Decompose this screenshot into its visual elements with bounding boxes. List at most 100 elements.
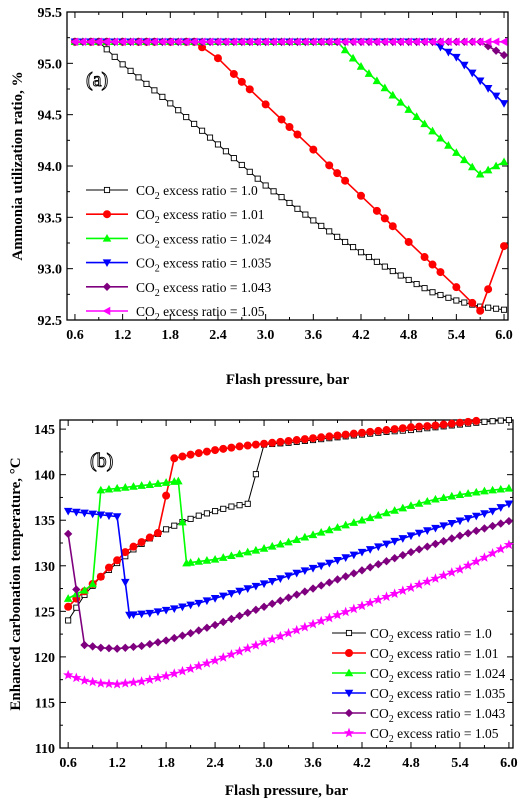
x-tick-label: 3.6 bbox=[304, 756, 322, 771]
series-point bbox=[137, 610, 146, 619]
series-point bbox=[475, 37, 484, 47]
series-point bbox=[495, 543, 506, 554]
series-point bbox=[302, 211, 309, 218]
legend-label: CO2 excess ratio = 1.05 bbox=[136, 304, 265, 323]
y-tick-label: 95.0 bbox=[38, 57, 63, 72]
series-point bbox=[340, 45, 350, 54]
series-point bbox=[145, 639, 154, 649]
series-point bbox=[341, 176, 350, 185]
series-point bbox=[451, 37, 460, 47]
series-point bbox=[243, 441, 252, 450]
series-point bbox=[63, 529, 73, 539]
series-point bbox=[72, 508, 81, 517]
series-6 bbox=[70, 37, 508, 47]
series-point bbox=[202, 597, 212, 606]
series-point bbox=[80, 585, 89, 594]
series-point bbox=[430, 573, 441, 583]
series-point bbox=[309, 145, 318, 154]
series-point bbox=[420, 253, 429, 262]
legend-subscript: 2 bbox=[155, 312, 160, 323]
series-point bbox=[356, 61, 366, 70]
legend: CO2 excess ratio = 1.0 CO2 excess ratio =… bbox=[86, 183, 271, 323]
series-point bbox=[229, 69, 238, 78]
series-point bbox=[259, 580, 269, 589]
series-point bbox=[480, 510, 489, 518]
series-point bbox=[293, 37, 301, 47]
series-point bbox=[308, 530, 318, 539]
series-6 bbox=[63, 539, 514, 689]
y-axis: 110 115 120 125 130 135 140 145 bbox=[34, 423, 513, 757]
series-point bbox=[356, 37, 365, 47]
x-tick-label: 3.0 bbox=[257, 328, 275, 343]
x-tick-label: 4.2 bbox=[353, 756, 371, 771]
x-tick-label: 1.2 bbox=[114, 328, 132, 343]
series-point bbox=[276, 539, 285, 548]
series-point bbox=[251, 582, 261, 591]
series-point bbox=[325, 559, 334, 568]
series-point bbox=[187, 515, 194, 522]
legend-subscript: 2 bbox=[389, 734, 394, 745]
series-point bbox=[463, 515, 473, 523]
series-point bbox=[472, 416, 481, 425]
series-point bbox=[491, 161, 501, 170]
series-point bbox=[245, 85, 254, 94]
series-point bbox=[390, 537, 399, 546]
series-point bbox=[144, 674, 155, 684]
series-point bbox=[357, 566, 367, 575]
series-point bbox=[439, 420, 448, 429]
series-point bbox=[397, 585, 408, 596]
series-point bbox=[129, 542, 138, 551]
series-point bbox=[505, 416, 512, 424]
series-point bbox=[414, 579, 425, 589]
series-point bbox=[431, 494, 440, 503]
series-point bbox=[210, 655, 221, 665]
series-point bbox=[228, 503, 235, 510]
series-4 bbox=[70, 38, 509, 108]
series-point bbox=[333, 431, 342, 440]
series-point bbox=[194, 599, 204, 608]
legend-subscript: 2 bbox=[389, 634, 394, 645]
legend-suffix: excess ratio = 1.035 bbox=[160, 256, 272, 271]
series-point bbox=[480, 524, 489, 533]
series-point bbox=[414, 499, 424, 507]
series-point bbox=[366, 427, 375, 436]
legend-entry: CO2 excess ratio = 1.024 bbox=[332, 666, 505, 685]
series-point bbox=[452, 148, 461, 156]
legend-entry: CO2 excess ratio = 1.035 bbox=[86, 256, 271, 275]
series-point bbox=[250, 640, 261, 650]
legend-suffix: excess ratio = 1.01 bbox=[160, 207, 265, 222]
series-point bbox=[185, 663, 196, 674]
series-point bbox=[413, 281, 420, 288]
series-point bbox=[325, 161, 334, 170]
series-point bbox=[481, 418, 488, 425]
series-point bbox=[183, 114, 190, 121]
series-point bbox=[182, 558, 191, 567]
series-point bbox=[269, 37, 277, 47]
series-point bbox=[170, 454, 179, 463]
series-point bbox=[485, 304, 492, 311]
series-point bbox=[284, 436, 293, 445]
series-point bbox=[374, 510, 383, 519]
series-point bbox=[137, 481, 146, 489]
series-point bbox=[218, 553, 228, 561]
series-point bbox=[333, 169, 342, 178]
series-point bbox=[334, 233, 341, 240]
x-tick-label: 5.4 bbox=[451, 756, 469, 771]
series-point bbox=[406, 501, 416, 509]
legend-label: CO2 excess ratio = 1.0 bbox=[370, 626, 492, 645]
legend-entry: CO2 excess ratio = 1.043 bbox=[86, 280, 271, 299]
series-point bbox=[234, 646, 245, 656]
series-point bbox=[206, 134, 214, 141]
series-point bbox=[468, 298, 477, 307]
y-axis-title: Enhanced carbonation temperature, °C bbox=[8, 457, 24, 710]
series-point bbox=[357, 249, 365, 256]
legend-marker bbox=[343, 727, 355, 738]
y-tick-label: 93.5 bbox=[38, 211, 63, 226]
series-5 bbox=[63, 516, 514, 653]
series-point bbox=[201, 657, 212, 668]
series-point bbox=[161, 636, 171, 645]
legend-suffix: excess ratio = 1.043 bbox=[394, 706, 506, 721]
x-tick-label: 0.6 bbox=[66, 328, 84, 343]
series-point bbox=[349, 551, 359, 560]
series-point bbox=[173, 37, 182, 47]
